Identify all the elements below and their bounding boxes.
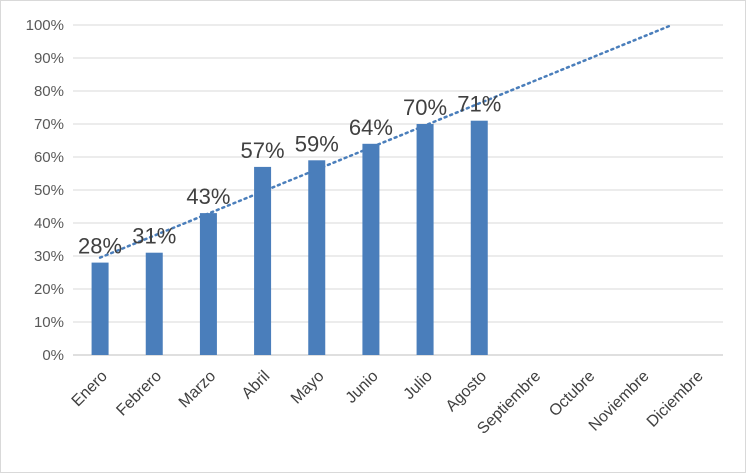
bar-abril <box>254 166 272 355</box>
data-label: 31% <box>132 224 176 249</box>
x-tick-label: Junio <box>343 368 382 407</box>
x-tick-label: Julio <box>401 368 436 403</box>
bars <box>91 120 488 355</box>
bar-agosto <box>470 120 488 355</box>
data-label: 70% <box>403 95 447 120</box>
gridlines <box>73 24 723 356</box>
y-axis: 0% 10% 20% 30% 40% 50% 60% 70% 80% 90% 100% <box>26 17 64 364</box>
bar-enero <box>91 262 109 355</box>
data-label: 43% <box>186 184 230 209</box>
bar-marzo <box>199 213 217 355</box>
x-tick-label: Marzo <box>176 368 220 412</box>
data-label: 64% <box>349 115 393 140</box>
y-tick-label: 100% <box>26 17 64 34</box>
bar-febrero <box>145 252 163 355</box>
y-tick-label: 0% <box>42 347 64 364</box>
bar-mayo <box>308 160 326 355</box>
x-tick-label: Mayo <box>288 368 328 408</box>
y-tick-label: 90% <box>34 50 64 67</box>
y-tick-label: 60% <box>34 149 64 166</box>
x-tick-label: Diciembre <box>644 368 707 431</box>
y-tick-label: 30% <box>34 248 64 265</box>
y-tick-label: 70% <box>34 116 64 133</box>
data-label: 28% <box>78 234 122 259</box>
trendline <box>98 23 674 259</box>
x-axis: Enero Febrero Marzo Abril Mayo Junio Julio Agos… <box>69 368 707 438</box>
y-tick-label: 80% <box>34 83 64 100</box>
y-tick-label: 20% <box>34 281 64 298</box>
trendline-line <box>98 23 674 259</box>
data-labels: 28% 31% 43% 57% 59% 64% 70% 71% <box>78 92 501 259</box>
bar-junio <box>362 143 380 355</box>
x-tick-label: Febrero <box>113 368 165 420</box>
x-tick-label: Agosto <box>443 368 490 415</box>
data-label: 71% <box>457 92 501 117</box>
x-tick-label: Enero <box>69 368 111 410</box>
data-label: 57% <box>241 138 285 163</box>
y-tick-label: 50% <box>34 182 64 199</box>
x-tick-label: Abril <box>239 368 274 403</box>
y-tick-label: 10% <box>34 314 64 331</box>
x-tick-label: Octubre <box>546 368 598 420</box>
bar-julio <box>416 124 434 355</box>
y-tick-label: 40% <box>34 215 64 232</box>
data-label: 59% <box>295 131 339 156</box>
